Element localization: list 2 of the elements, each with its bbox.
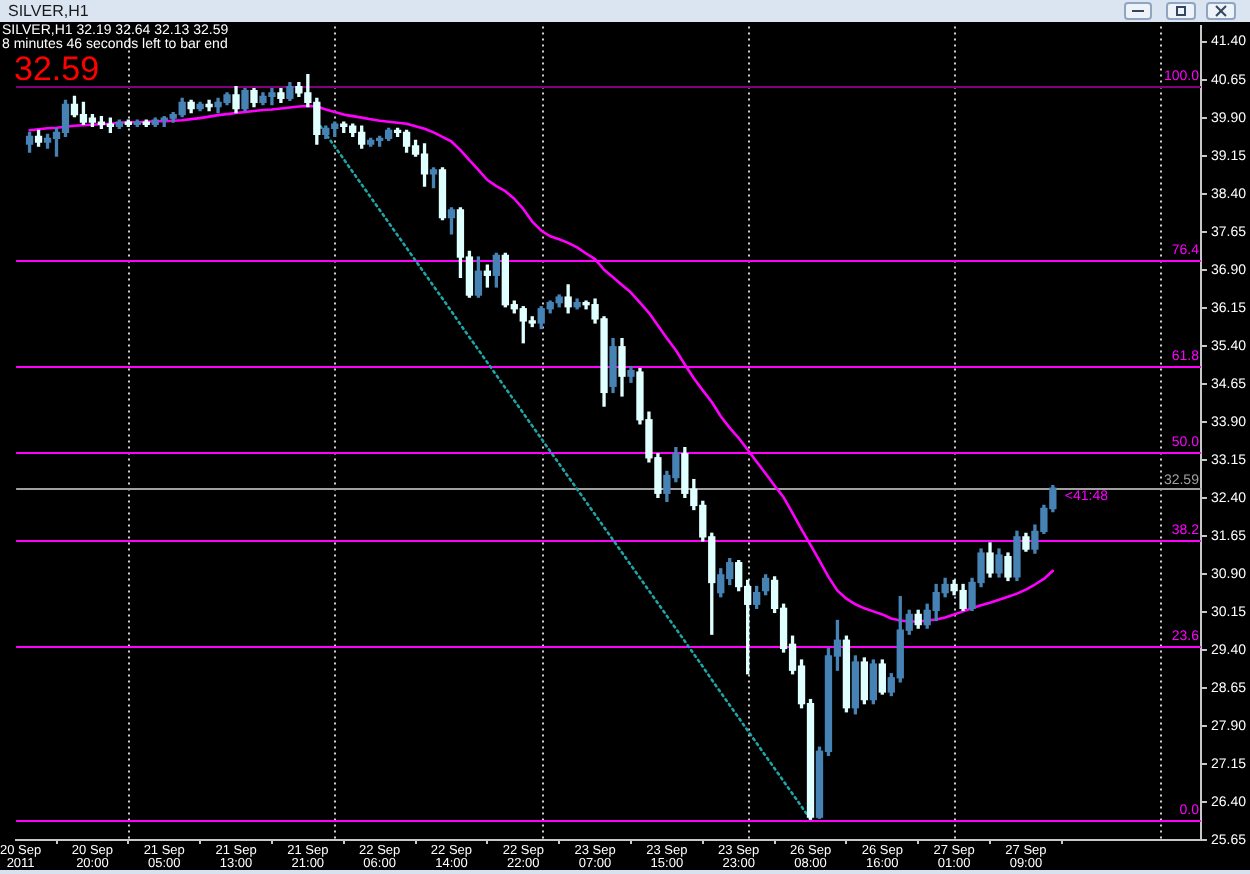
annotation: 32.59 xyxy=(14,50,100,88)
chart-title: SILVER,H1 xyxy=(8,2,89,20)
